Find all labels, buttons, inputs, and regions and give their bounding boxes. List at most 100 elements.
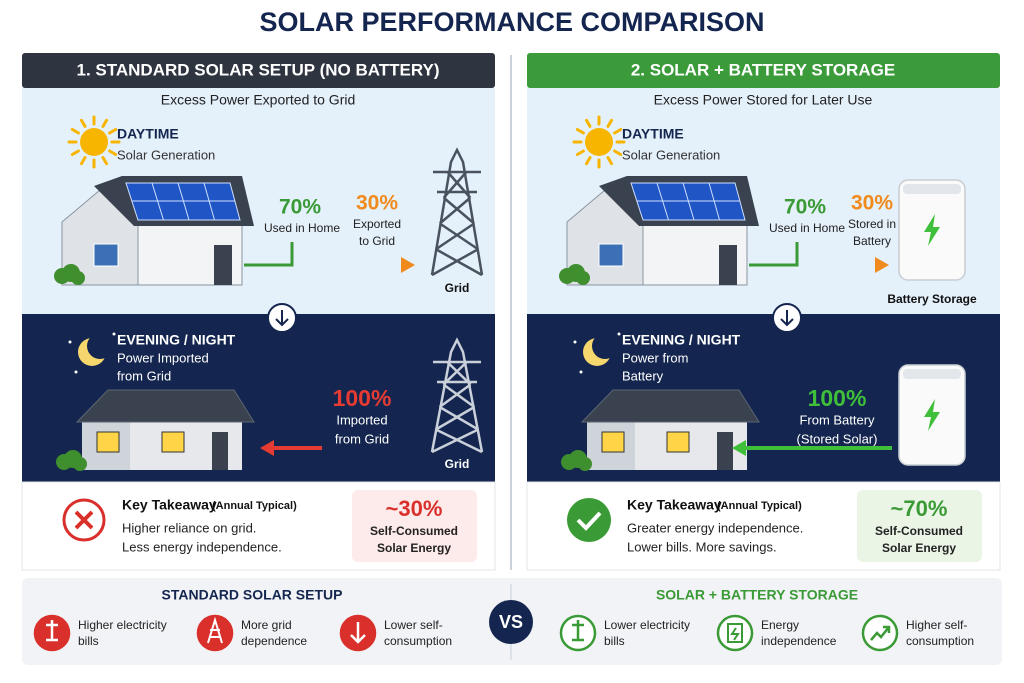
result-label: Self-Consumed [875, 524, 963, 538]
icon-glyph [207, 616, 223, 644]
door [214, 245, 232, 285]
tower-brace [438, 383, 472, 409]
icon-glyph [46, 620, 58, 642]
summary-item: More grid [241, 618, 292, 632]
sun-ray [575, 149, 585, 156]
summary-item: bills [78, 634, 99, 648]
tower-brace [439, 196, 472, 225]
device-label: Grid [445, 457, 470, 471]
arrow-head [401, 257, 415, 273]
tower-brace [442, 196, 475, 225]
panel-header [22, 53, 495, 88]
takeaway-text: Less energy independence. [122, 539, 282, 554]
door [717, 432, 733, 470]
arrow-head [875, 257, 889, 273]
sun-ray [80, 156, 87, 166]
result-value: ~70% [891, 496, 948, 521]
result-label: Self-Consumed [370, 524, 458, 538]
cross [74, 510, 94, 530]
icon-glyph [727, 623, 743, 643]
icon-glyph [572, 620, 584, 642]
takeaway-title: Key Takeaway [122, 497, 217, 513]
sun-ray [575, 128, 585, 135]
section-caption: Power from [622, 350, 688, 365]
sun-ray [613, 128, 623, 135]
roof [75, 389, 255, 423]
section-label: EVENING / NIGHT [117, 332, 236, 348]
sun [585, 128, 613, 156]
flow-label: Exported [353, 217, 401, 231]
sun-ray [585, 118, 592, 128]
summary-item: Lower self- [384, 618, 443, 632]
down-arrow [275, 310, 289, 327]
tower-brace [446, 361, 472, 386]
takeaway-text: Greater energy independence. [627, 520, 803, 535]
percentage: 70% [784, 196, 826, 219]
tower-brace [431, 428, 479, 454]
section-label: EVENING / NIGHT [622, 332, 741, 348]
bush [73, 457, 87, 471]
device-label: Battery Storage [887, 292, 977, 306]
flow-label: Used in Home [264, 221, 340, 235]
summary-item: Energy [761, 618, 799, 632]
device-label: Grid [445, 281, 470, 295]
arrow-head [732, 440, 746, 456]
check [576, 511, 602, 531]
summary-title: STANDARD SOLAR SETUP [162, 587, 343, 603]
window [93, 243, 119, 267]
sun-ray [585, 156, 592, 166]
sun-ray [606, 118, 613, 128]
tower-brace [435, 222, 475, 251]
vs-badge [489, 600, 533, 644]
sun-ray [70, 128, 80, 135]
tower-brace [439, 222, 479, 251]
window [666, 431, 690, 453]
window [161, 431, 185, 453]
sun-ray [101, 118, 108, 128]
panel-title: 2. SOLAR + BATTERY STORAGE [631, 60, 895, 79]
flow-label: Imported [336, 412, 387, 427]
result-box [857, 490, 982, 562]
moon-shadow [87, 333, 113, 359]
section-caption: from Grid [117, 368, 171, 383]
section-label: DAYTIME [117, 126, 179, 142]
star [579, 370, 583, 374]
window [96, 431, 120, 453]
summary-title: SOLAR + BATTERY STORAGE [656, 587, 858, 603]
tower-brace [442, 383, 476, 409]
bolt [924, 214, 940, 246]
bolt [924, 399, 940, 431]
battery-top [903, 184, 961, 194]
section-label: DAYTIME [622, 126, 684, 142]
icon-glyph [350, 622, 366, 644]
flow-label: From Battery [799, 412, 875, 427]
sun-ray [108, 128, 118, 135]
window [601, 431, 625, 453]
flow-label: Stored in [848, 217, 896, 231]
sun-ray [101, 156, 108, 166]
percentage: 100% [333, 385, 392, 411]
result-value: ~30% [386, 496, 443, 521]
star [112, 332, 116, 336]
flow-label: (Stored Solar) [797, 431, 878, 446]
section-caption: Solar Generation [117, 147, 215, 162]
tower-brace [442, 361, 468, 386]
bush [578, 457, 592, 471]
panel-title: 1. STANDARD SOLAR SETUP (NO BATTERY) [77, 60, 440, 79]
sun-ray [613, 149, 623, 156]
panel-header [527, 53, 1000, 88]
flow-label: Used in Home [769, 221, 845, 235]
summary-item: bills [604, 634, 625, 648]
takeaway-note: (Annual Typical) [717, 500, 802, 512]
arrow-head [260, 440, 274, 456]
moon-shadow [592, 333, 618, 359]
battery-top [903, 369, 961, 379]
star [74, 370, 78, 374]
summary-item: independence [761, 634, 837, 648]
star [573, 340, 577, 344]
result-label: Solar Energy [377, 541, 451, 555]
flow-label: to Grid [359, 234, 395, 248]
summary-icon [861, 614, 899, 652]
